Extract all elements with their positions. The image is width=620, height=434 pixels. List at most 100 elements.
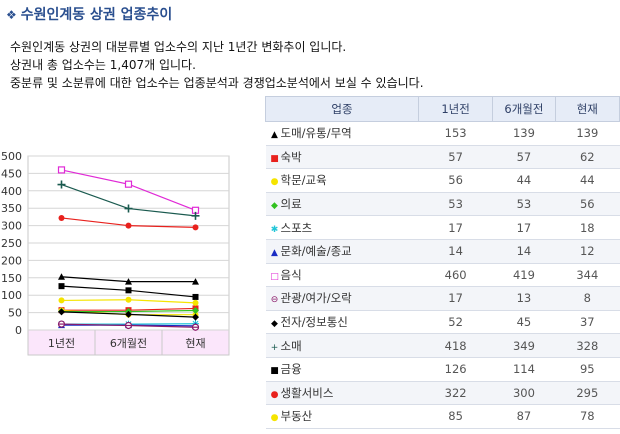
category-label: 도매/유통/무역 [280,126,352,141]
category-cell: ✱ 스포츠 [265,215,419,240]
data-table: 업종 1년전 6개월전 현재 ▲ 도매/유통/무역 153 139 139 ■ 숙박 57 57… [265,96,620,429]
series-marker-icon: ■ [270,366,279,377]
series-marker-icon: ● [270,389,279,400]
y-tick-label: 250 [1,237,22,250]
value-cell: 14 [418,239,493,264]
data-point [191,211,200,220]
value-cell: 56 [418,168,493,193]
value-cell: 62 [555,145,620,170]
data-point [192,307,199,315]
y-tick-label: 300 [1,220,22,233]
trend-chart: 0 50 100 150 200 250 300 350 400 450 500 1년전 6개월전 현재 [0,150,240,370]
data-point [58,308,65,316]
table-row: ✱ 스포츠 17 17 18 [265,215,620,240]
value-cell: 57 [492,145,556,170]
series-marker-icon: ◆ [271,319,278,330]
table-row: ● 생활서비스 322 300 295 [265,381,620,406]
page-title-text: 수원인계동 상권 업종추이 [20,7,173,23]
table-row: ■ 숙박 57 57 62 [265,145,620,170]
category-label: 금융 [280,362,302,377]
category-cell: ◆ 전자/정보통신 [265,310,419,335]
category-cell: ● 학문/교육 [265,168,419,193]
y-tick-label: 200 [1,254,22,267]
value-cell: 78 [555,404,620,429]
data-point [58,273,65,280]
header-1year: 1년전 [417,96,494,122]
value-cell: 349 [492,333,556,358]
value-cell: 17 [492,215,556,240]
category-cell: ⊖ 관광/여가/오락 [265,286,419,311]
data-point [125,287,132,294]
value-cell: 95 [555,357,620,382]
series-marker-icon: ● [270,413,279,424]
value-cell: 322 [418,381,493,406]
value-cell: 56 [555,192,620,217]
value-cell: 139 [492,121,556,146]
data-point [125,310,132,318]
category-label: 숙박 [280,149,302,164]
series-marker-icon: ▲ [271,248,278,259]
series-marker-icon: ● [270,177,279,188]
x-tick-label: 1년전 [48,337,75,350]
value-cell: 460 [418,263,493,288]
series-marker-icon: ✱ [270,224,279,235]
value-cell: 418 [418,333,493,358]
y-tick-label: 150 [1,272,22,285]
value-cell: 12 [555,239,620,264]
category-cell: ■ 숙박 [265,145,419,170]
category-cell: □ 음식 [265,263,419,288]
table-row: ● 부동산 85 87 78 [265,404,620,429]
value-cell: 8 [555,286,620,311]
series-marker-icon: ▲ [271,130,278,141]
table-row: □ 음식 460 419 344 [265,263,620,288]
category-band [27,329,230,356]
table-row: ▲ 도매/유통/무역 153 139 139 [265,121,620,146]
y-tick-label: 400 [1,185,22,198]
category-cell: ● 부동산 [265,404,419,429]
value-cell: 17 [418,215,493,240]
table-row: ◆ 전자/정보통신 52 45 37 [265,310,620,335]
category-cell: + 소매 [265,333,419,358]
series-marker-icon: ◆ [271,201,278,212]
y-tick-label: 500 [1,150,22,163]
y-tick-label: 100 [1,289,22,302]
description: 수원인계동 상권의 대분류별 업소수의 지난 1년간 변화추이 입니다. 상권내… [10,38,424,92]
category-label: 음식 [280,267,302,282]
header-category: 업종 [265,96,419,122]
category-label: 문화/예술/종교 [280,244,352,259]
value-cell: 57 [418,145,493,170]
category-label: 소매 [280,338,302,353]
diamond-icon: ❖ [6,8,17,22]
series-marker-icon: + [270,342,279,353]
category-cell: ▲ 문화/예술/종교 [265,239,419,264]
header-6months: 6개월전 [492,96,556,122]
table-row: + 소매 418 349 328 [265,333,620,358]
trend-chart-svg: 0 50 100 150 200 250 300 350 400 450 500 1년전 6개월전 현재 [1,150,230,356]
y-tick-label: 0 [15,324,22,337]
category-label: 관광/여가/오락 [280,291,352,306]
data-point [57,180,66,189]
value-cell: 45 [492,310,556,335]
value-cell: 44 [555,168,620,193]
data-point [124,180,133,188]
table-row: ⊖ 관광/여가/오락 17 13 8 [265,286,620,311]
value-cell: 37 [555,310,620,335]
category-label: 스포츠 [280,220,313,235]
data-point [192,313,199,321]
data-point [58,297,65,304]
x-tick-label: 6개월전 [110,337,147,350]
series-marker-icon: □ [270,271,279,282]
value-cell: 44 [492,168,556,193]
data-point [58,214,65,221]
data-point [192,299,199,306]
category-label: 부동산 [280,409,313,424]
table-row: ■ 금융 126 114 95 [265,357,620,382]
category-label: 전자/정보통신 [280,315,348,330]
value-cell: 139 [555,121,620,146]
data-point [124,204,133,213]
value-cell: 52 [418,310,493,335]
data-point [192,278,199,285]
page-title: ❖ 수원인계동 상권 업종추이 [6,4,172,24]
data-point [125,222,132,229]
table-row: ◆ 의료 53 53 56 [265,192,620,217]
